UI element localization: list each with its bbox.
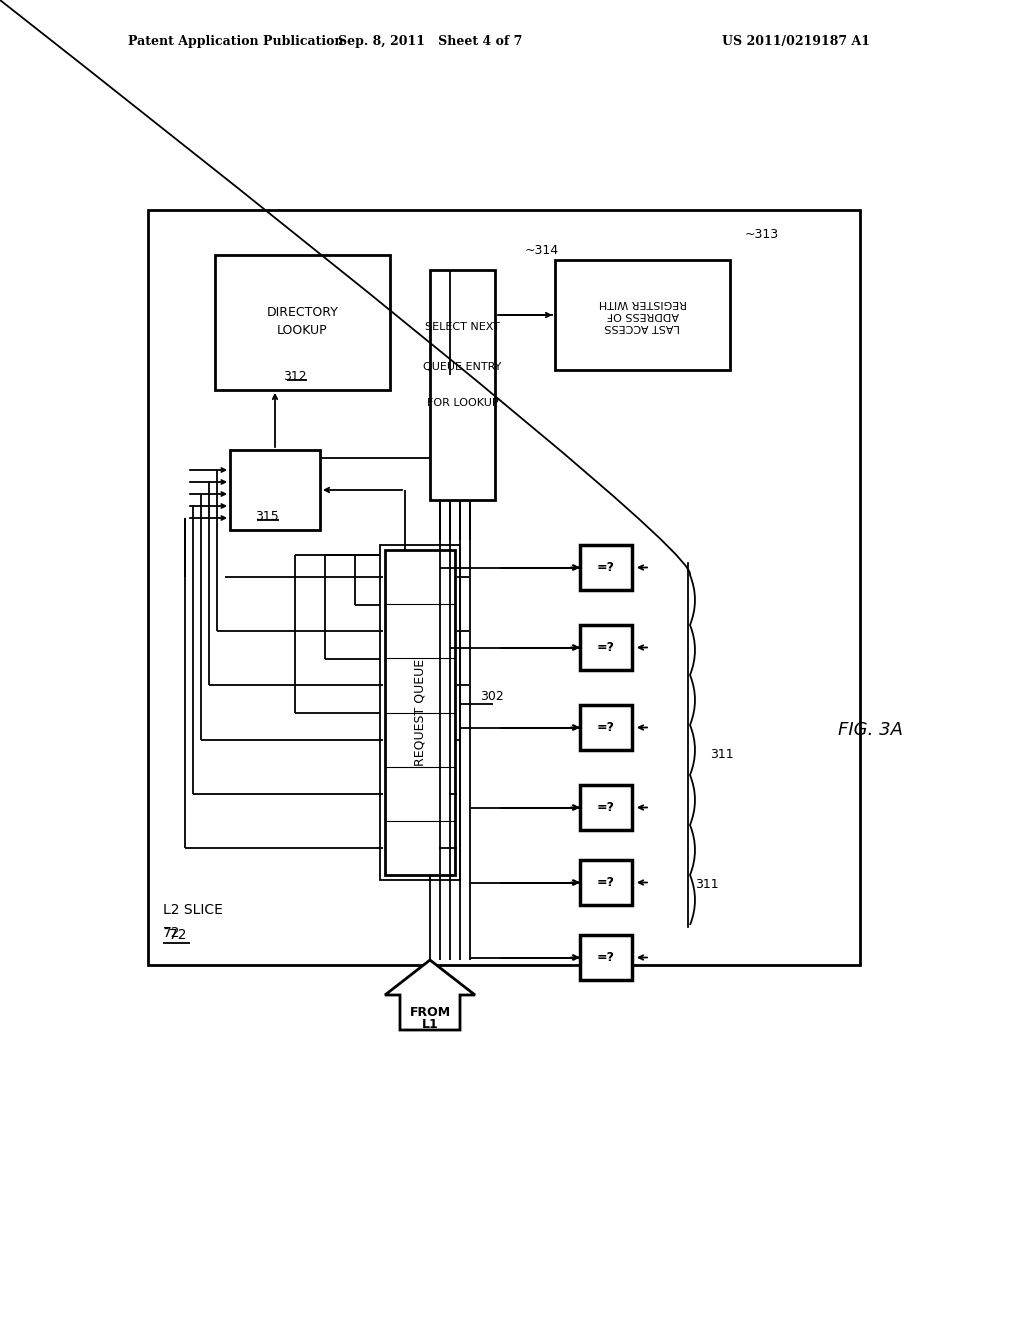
Text: =?: =? — [597, 876, 615, 888]
Text: 311: 311 — [710, 748, 733, 762]
Bar — [580, 935, 632, 979]
Text: =?: =? — [597, 801, 615, 814]
Text: LOOKUP: LOOKUP — [278, 323, 328, 337]
Text: ¯72: ¯72 — [163, 928, 187, 942]
Text: L2 SLICE: L2 SLICE — [163, 903, 223, 917]
Bar — [380, 545, 460, 880]
Bar — [580, 705, 632, 750]
Text: 315: 315 — [255, 510, 279, 523]
Bar — [148, 210, 860, 965]
Bar — [430, 271, 495, 500]
Text: DIRECTORY: DIRECTORY — [266, 306, 339, 319]
Text: US 2011/0219187 A1: US 2011/0219187 A1 — [722, 36, 870, 49]
Text: FOR LOOKUP: FOR LOOKUP — [427, 399, 499, 408]
Text: 312: 312 — [283, 370, 306, 383]
Bar — [385, 550, 455, 875]
Text: =?: =? — [597, 950, 615, 964]
Bar — [580, 624, 632, 671]
Text: LAST ACCESS: LAST ACCESS — [605, 322, 680, 333]
Text: FROM: FROM — [410, 1006, 451, 1019]
Text: Sep. 8, 2011   Sheet 4 of 7: Sep. 8, 2011 Sheet 4 of 7 — [338, 36, 522, 49]
Bar — [580, 861, 632, 906]
Text: 311: 311 — [695, 879, 719, 891]
Text: Patent Application Publication: Patent Application Publication — [128, 36, 343, 49]
Text: REGISTER WITH: REGISTER WITH — [598, 298, 686, 308]
Text: ~313: ~313 — [745, 228, 779, 242]
Text: 72: 72 — [163, 927, 180, 940]
Bar — [580, 785, 632, 830]
Bar — [580, 545, 632, 590]
Bar — [230, 450, 319, 531]
Text: SELECT NEXT: SELECT NEXT — [425, 322, 500, 333]
Text: ADDRESS OF: ADDRESS OF — [606, 310, 679, 319]
FancyArrow shape — [385, 960, 475, 1030]
Text: ~314: ~314 — [525, 243, 559, 256]
Text: L1: L1 — [422, 1019, 438, 1031]
Text: REQUEST QUEUE: REQUEST QUEUE — [414, 659, 427, 766]
Bar — [555, 260, 730, 370]
Text: =?: =? — [597, 721, 615, 734]
Text: =?: =? — [597, 561, 615, 574]
Bar — [215, 255, 390, 389]
Text: 302: 302 — [480, 690, 504, 702]
Text: =?: =? — [597, 642, 615, 653]
Text: QUEUE ENTRY: QUEUE ENTRY — [423, 362, 502, 372]
Text: FIG. 3A: FIG. 3A — [838, 721, 902, 739]
